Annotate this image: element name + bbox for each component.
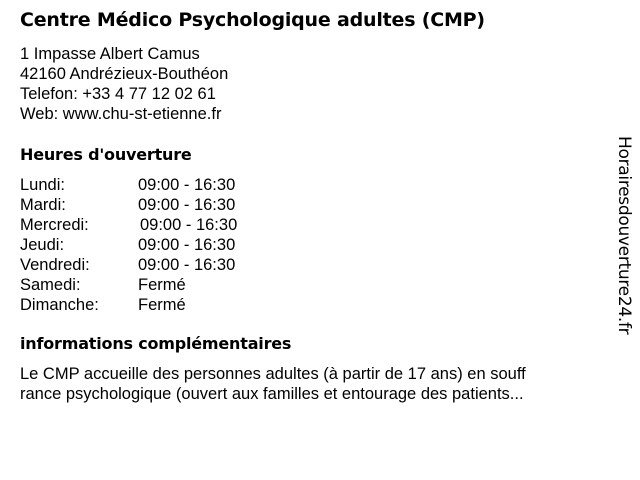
hours-row: Jeudi: 09:00 - 16:30 bbox=[20, 235, 235, 255]
hours-row: Samedi: Fermé bbox=[20, 275, 186, 295]
watermark: Horairesdouverture24.fr bbox=[614, 136, 634, 335]
address-block: 1 Impasse Albert Camus 42160 Andrézieux-… bbox=[20, 44, 228, 124]
info-text: Le CMP accueille des personnes adultes (… bbox=[20, 364, 630, 404]
info-heading: informations complémentaires bbox=[20, 334, 292, 353]
hours-row: Mercredi: 09:00 - 16:30 bbox=[20, 215, 237, 235]
page-title: Centre Médico Psychologique adultes (CMP… bbox=[20, 9, 485, 31]
hours-row: Lundi: 09:00 - 16:30 bbox=[20, 175, 235, 195]
hours-table: Lundi: 09:00 - 16:30 Mardi: 09:00 - 16:30 … bbox=[20, 175, 237, 315]
day: Samedi: bbox=[20, 276, 81, 294]
day: Lundi: bbox=[20, 176, 65, 194]
time: 09:00 - 16:30 bbox=[140, 216, 238, 234]
time: Fermé bbox=[138, 296, 186, 314]
hours-row: Dimanche: Fermé bbox=[20, 295, 186, 315]
website: Web: www.chu-st-etienne.fr bbox=[20, 105, 222, 123]
street: 1 Impasse Albert Camus bbox=[20, 45, 200, 63]
hours-row: Vendredi: 09:00 - 16:30 bbox=[20, 255, 235, 275]
time: Fermé bbox=[138, 276, 186, 294]
day: Mardi: bbox=[20, 196, 66, 214]
hours-row: Mardi: 09:00 - 16:30 bbox=[20, 195, 235, 215]
time: 09:00 - 16:30 bbox=[138, 196, 236, 214]
city: 42160 Andrézieux-Bouthéon bbox=[20, 65, 229, 83]
time: 09:00 - 16:30 bbox=[138, 176, 236, 194]
day: Jeudi: bbox=[20, 236, 65, 254]
info-line: rance psychologique (ouvert aux familles… bbox=[20, 385, 524, 403]
day: Vendredi: bbox=[20, 256, 90, 274]
time: 09:00 - 16:30 bbox=[138, 236, 236, 254]
time: 09:00 - 16:30 bbox=[138, 256, 236, 274]
info-line: Le CMP accueille des personnes adultes (… bbox=[20, 365, 526, 383]
phone: Telefon: +33 4 77 12 02 61 bbox=[20, 85, 216, 103]
day: Mercredi: bbox=[20, 216, 89, 234]
hours-heading: Heures d'ouverture bbox=[20, 145, 192, 164]
day: Dimanche: bbox=[20, 296, 99, 314]
